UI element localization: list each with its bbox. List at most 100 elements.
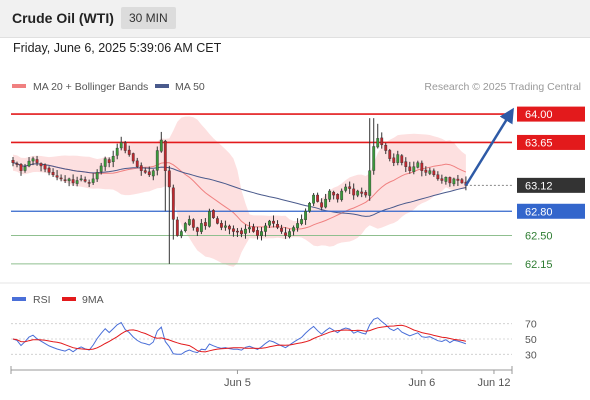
candle-body [460,179,464,184]
projection-arrow [464,107,514,187]
candle-body [167,170,171,188]
candle-body [139,165,143,171]
candle-body [123,142,127,151]
candle-body [151,170,155,177]
level-label-bg [517,177,585,193]
candle-body [412,166,416,172]
candle-body [364,192,368,196]
candle-body [316,194,320,202]
candle-body [111,156,115,163]
candle-body [143,170,147,173]
candle-body [187,219,191,225]
candle-body [135,160,139,167]
instrument-title: Crude Oil (WTI) [12,10,114,26]
x-tick-label: Jun 12 [477,377,510,389]
candle-body [388,150,392,159]
candle-body [27,160,31,167]
candle-body [79,178,83,181]
candle-body [312,194,316,204]
rsi-tick-label: 70 [525,319,537,331]
candle-body [440,178,444,181]
level-label-bg [517,106,585,122]
candle-body [163,140,167,171]
candle-body [332,191,336,196]
legend-label-rsi: RSI [33,294,51,306]
candle-body [276,224,279,228]
candle-body [175,219,179,236]
candle-body [39,163,43,167]
level-label: 62.15 [525,259,553,271]
candle-body [67,178,71,182]
candle-body [203,222,207,227]
candle-body [428,170,432,174]
candle-body [256,230,259,236]
main-chart-panel: 64.00 63.65 63.12 62.80 62.50 62.15 MA 20 + Bo… [0,81,590,284]
candle-body [220,222,223,228]
rsi-tick-label: 30 [525,349,537,361]
candle-body [11,160,15,163]
candle-body [31,158,35,162]
legend-swatch-ma20 [12,84,26,88]
candle-body [368,170,372,196]
level-label-bg [517,203,585,219]
bollinger-band [13,116,466,267]
legend-label-ma20: MA 20 + Bollinger Bands [33,81,148,93]
candle-body [51,172,55,176]
candle-body [199,223,203,232]
candle-body [207,211,211,227]
candle-body [284,232,287,236]
candle-body [43,164,47,170]
candle-body [107,159,111,163]
candle-body [127,149,131,155]
candle-body [372,146,376,171]
candle-body [55,175,59,178]
candle-body [260,231,263,237]
candle-body [324,198,328,208]
candle-body [456,178,460,181]
candle-body [360,191,364,194]
candle-body [147,171,151,176]
candle-body [15,163,19,165]
candle-body [348,186,352,189]
chart-header: Crude Oil (WTI) 30 MIN [0,0,590,38]
candle-body [91,178,95,183]
candle-body [228,225,231,230]
level-label: 63.12 [525,180,553,192]
candle-body [87,182,91,184]
candle-body [280,227,283,232]
candle-body [236,230,239,233]
candle-body [336,194,340,200]
candle-body [452,178,456,185]
x-tick-label: Jun 6 [408,377,435,389]
candle-body [240,230,243,235]
candle-body [248,227,251,230]
candle-body [179,231,183,237]
candle-body [232,228,235,232]
candle-body [272,220,275,224]
chart-datetime: Friday, June 6, 2025 5:39:06 AM CET [13,41,222,55]
candle-body [171,187,175,220]
interval-button[interactable]: 30 MIN [121,7,176,29]
candle-body [380,137,384,146]
candle-body [408,166,412,171]
candle-body [131,153,135,162]
candle-body [115,147,119,156]
candle-body [47,167,51,173]
copyright-text: Research © 2025 Trading Central [424,81,581,93]
candle-body [436,174,440,180]
legend-swatch-ma50 [155,84,169,88]
candle-body [320,202,324,208]
candle-body [252,226,255,232]
candle-body [71,179,75,184]
legend-label-rsi-ma: 9MA [82,294,104,306]
candle-body [224,225,227,228]
candle-body [444,177,448,182]
candle-body [63,179,67,181]
candle-body [448,177,452,184]
candle-body [376,138,380,148]
candle-body [155,150,159,171]
level-label: 64.00 [525,109,553,121]
candle-body [432,170,436,176]
candle-body [292,227,295,232]
